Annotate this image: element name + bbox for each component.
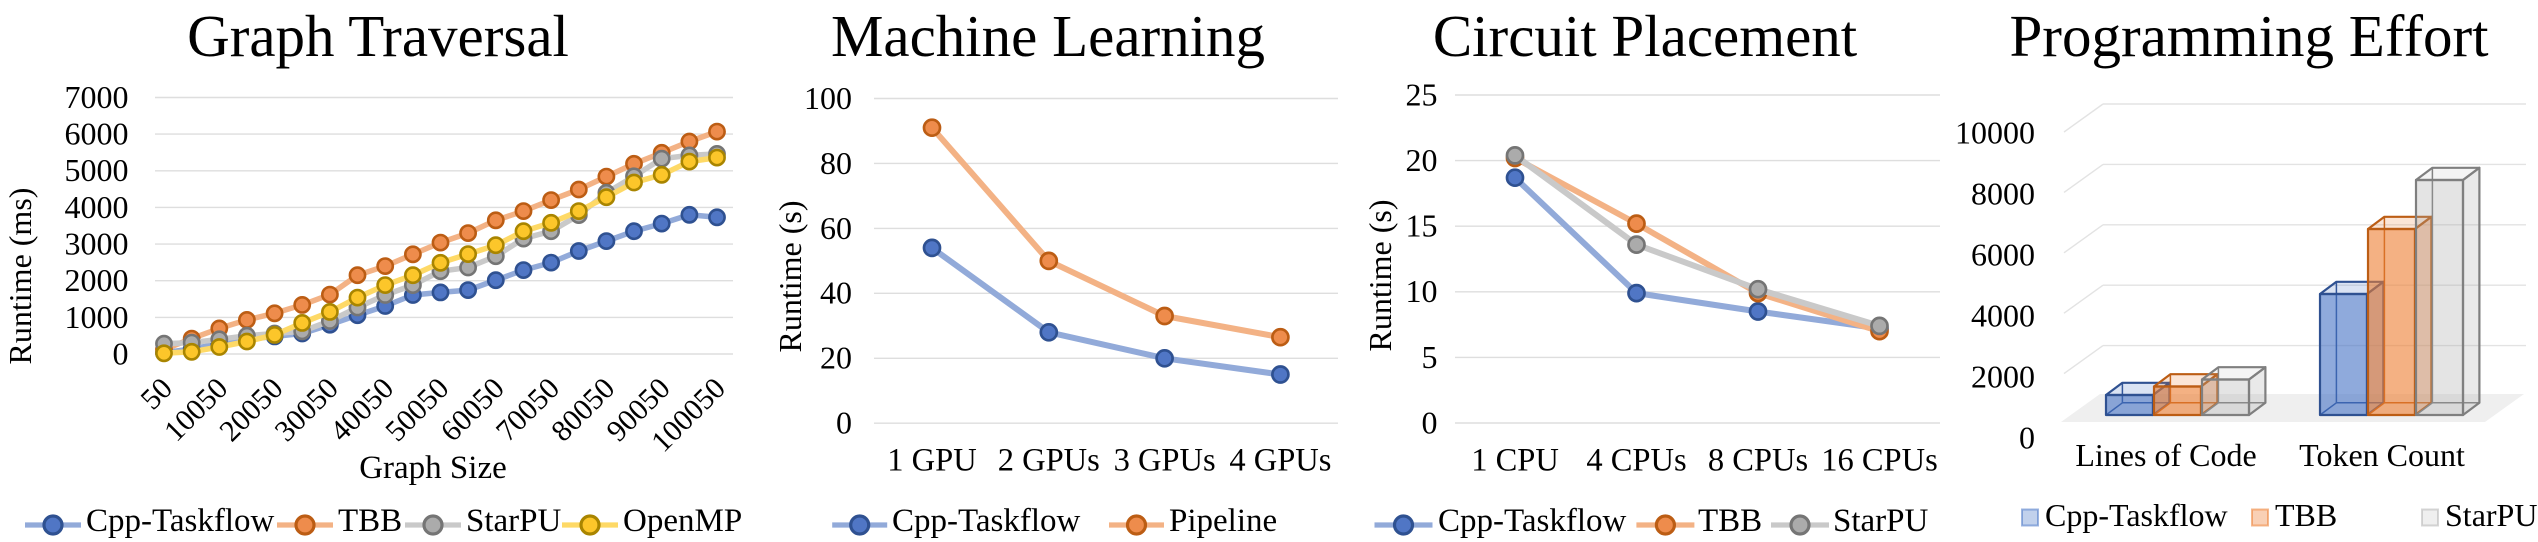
svg-text:1000: 1000 [65, 299, 129, 335]
svg-text:StarPU: StarPU [1833, 503, 1929, 539]
svg-text:Pipeline: Pipeline [1169, 503, 1277, 539]
svg-text:StarPU: StarPU [2445, 497, 2537, 533]
svg-text:0: 0 [1422, 404, 1438, 440]
svg-text:4000: 4000 [65, 189, 129, 225]
svg-text:Runtime (s): Runtime (s) [772, 201, 808, 353]
svg-text:0: 0 [113, 335, 129, 371]
svg-text:Graph Traversal: Graph Traversal [187, 3, 569, 69]
svg-text:5: 5 [1422, 339, 1438, 375]
svg-text:Cpp-Taskflow: Cpp-Taskflow [86, 503, 275, 539]
svg-text:4 GPUs: 4 GPUs [1229, 443, 1331, 479]
svg-text:Lines of Code: Lines of Code [2075, 437, 2256, 473]
svg-text:2 GPUs: 2 GPUs [998, 443, 1100, 479]
svg-text:20: 20 [1406, 142, 1438, 178]
svg-text:0: 0 [2019, 419, 2035, 455]
svg-text:2000: 2000 [65, 262, 129, 298]
svg-text:Cpp-Taskflow: Cpp-Taskflow [892, 503, 1081, 539]
svg-text:8000: 8000 [1971, 175, 2035, 211]
svg-text:6000: 6000 [1971, 236, 2035, 272]
svg-text:4 CPUs: 4 CPUs [1586, 443, 1686, 479]
svg-text:7000: 7000 [65, 79, 129, 115]
svg-text:TBB: TBB [1698, 503, 1762, 539]
svg-text:Runtime (ms): Runtime (ms) [2, 188, 38, 365]
svg-text:4000: 4000 [1971, 297, 2035, 333]
svg-text:Circuit Placement: Circuit Placement [1433, 3, 1858, 69]
svg-text:80: 80 [820, 145, 852, 181]
svg-text:40: 40 [820, 275, 852, 311]
svg-text:1 CPU: 1 CPU [1471, 443, 1559, 479]
svg-text:16 CPUs: 16 CPUs [1821, 443, 1938, 479]
svg-text:60: 60 [820, 210, 852, 246]
svg-text:Graph Size: Graph Size [359, 450, 507, 486]
svg-text:Programming Effort: Programming Effort [2009, 3, 2489, 69]
svg-text:Machine Learning: Machine Learning [831, 3, 1265, 69]
svg-text:20: 20 [820, 340, 852, 376]
svg-text:OpenMP: OpenMP [623, 503, 742, 539]
svg-text:TBB: TBB [2275, 497, 2337, 533]
svg-text:15: 15 [1406, 208, 1438, 244]
svg-text:2000: 2000 [1971, 358, 2035, 394]
svg-text:Cpp-Taskflow: Cpp-Taskflow [2045, 497, 2228, 533]
svg-text:6000: 6000 [65, 116, 129, 152]
svg-text:3000: 3000 [65, 226, 129, 262]
svg-text:5000: 5000 [65, 152, 129, 188]
svg-text:StarPU: StarPU [466, 503, 562, 539]
svg-text:10000: 10000 [1955, 114, 2035, 150]
svg-text:0: 0 [836, 405, 852, 441]
svg-text:3 GPUs: 3 GPUs [1114, 443, 1216, 479]
svg-text:Runtime (s): Runtime (s) [1362, 200, 1398, 352]
svg-text:Token Count: Token Count [2299, 437, 2465, 473]
svg-text:TBB: TBB [338, 503, 402, 539]
svg-text:8 CPUs: 8 CPUs [1708, 443, 1808, 479]
svg-text:1 GPU: 1 GPU [887, 443, 976, 479]
svg-text:Cpp-Taskflow: Cpp-Taskflow [1438, 503, 1627, 539]
svg-text:100: 100 [804, 80, 852, 116]
svg-text:10: 10 [1406, 273, 1438, 309]
svg-text:25: 25 [1406, 76, 1438, 112]
